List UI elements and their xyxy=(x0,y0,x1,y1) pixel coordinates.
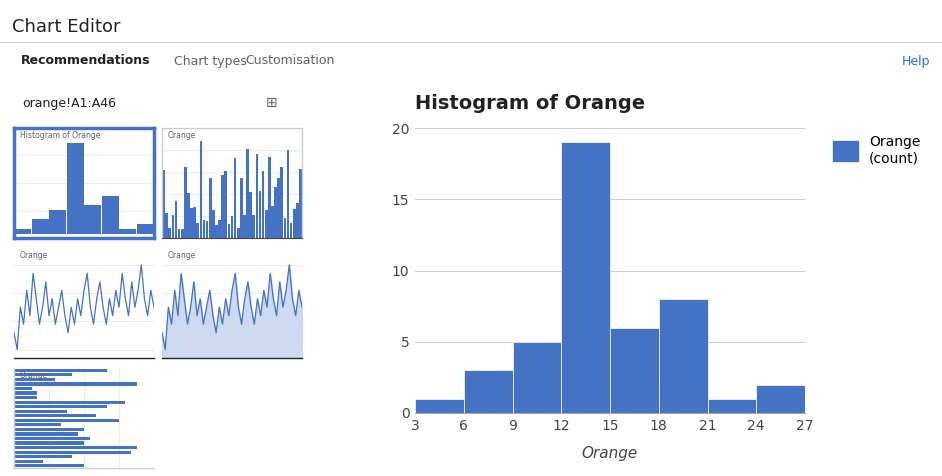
Bar xyxy=(246,149,249,238)
Bar xyxy=(415,399,463,413)
Bar xyxy=(205,221,208,238)
Bar xyxy=(281,167,284,238)
Bar xyxy=(290,223,292,238)
Text: Chart Editor: Chart Editor xyxy=(12,18,121,36)
Bar xyxy=(14,229,31,234)
Bar xyxy=(236,228,239,238)
Bar xyxy=(14,373,73,377)
Text: Customisation: Customisation xyxy=(245,54,334,68)
Bar xyxy=(14,446,137,449)
X-axis label: Orange: Orange xyxy=(582,446,638,461)
Text: Orange: Orange xyxy=(20,371,48,380)
Bar xyxy=(219,219,220,238)
Bar xyxy=(187,193,189,238)
Bar xyxy=(14,450,131,454)
Bar xyxy=(137,224,154,234)
Bar xyxy=(184,168,187,238)
Bar xyxy=(190,208,193,238)
Bar xyxy=(268,157,270,238)
Bar xyxy=(658,299,707,413)
Bar xyxy=(463,370,512,413)
Bar xyxy=(707,399,756,413)
Bar xyxy=(31,219,49,234)
Legend: Orange
(count): Orange (count) xyxy=(827,129,926,170)
Bar xyxy=(561,142,610,413)
Bar xyxy=(228,224,230,238)
Bar xyxy=(274,187,277,238)
Bar xyxy=(14,414,96,417)
Bar xyxy=(221,176,224,238)
Bar xyxy=(215,225,218,238)
Bar xyxy=(14,409,67,413)
Bar xyxy=(296,203,299,238)
Bar xyxy=(300,169,301,238)
Bar xyxy=(284,218,286,238)
Text: Histogram of Orange: Histogram of Orange xyxy=(415,94,645,112)
Text: Histogram of Orange: Histogram of Orange xyxy=(20,131,100,140)
Text: Help: Help xyxy=(901,56,930,69)
Bar xyxy=(231,216,234,238)
Bar xyxy=(240,178,243,238)
Bar xyxy=(14,455,73,458)
Bar xyxy=(197,223,199,238)
Text: Orange: Orange xyxy=(168,251,196,260)
Bar xyxy=(286,150,289,238)
Bar xyxy=(102,196,119,234)
Bar xyxy=(193,207,196,238)
Text: orange!A1:A46: orange!A1:A46 xyxy=(22,97,116,109)
Bar xyxy=(171,215,174,238)
Bar xyxy=(14,382,137,386)
Bar xyxy=(14,391,38,395)
Bar xyxy=(14,460,43,463)
Bar xyxy=(49,210,66,234)
Text: ⊞: ⊞ xyxy=(267,96,278,110)
Bar xyxy=(610,327,658,413)
Bar xyxy=(277,178,280,238)
Bar xyxy=(512,342,561,413)
Bar xyxy=(203,220,205,238)
Bar xyxy=(209,178,212,238)
Bar xyxy=(178,229,181,238)
Bar xyxy=(14,405,107,408)
Bar xyxy=(14,432,78,436)
Text: Orange: Orange xyxy=(20,251,48,260)
Bar xyxy=(243,215,246,238)
Bar xyxy=(169,228,171,238)
Text: Recommendations: Recommendations xyxy=(22,54,151,68)
Bar xyxy=(14,441,84,445)
Bar xyxy=(234,158,236,238)
Bar xyxy=(252,215,255,238)
Bar xyxy=(293,209,296,238)
Bar xyxy=(84,205,101,234)
Text: Orange: Orange xyxy=(168,131,196,140)
Bar xyxy=(200,141,203,238)
Bar xyxy=(265,210,268,238)
Bar xyxy=(255,154,258,238)
Bar xyxy=(14,369,107,372)
Bar xyxy=(212,210,215,238)
Bar xyxy=(262,171,265,238)
Bar xyxy=(14,387,31,390)
Bar xyxy=(174,201,177,238)
Bar xyxy=(271,206,274,238)
Bar xyxy=(250,192,252,238)
Bar xyxy=(162,169,165,238)
Bar xyxy=(259,191,261,238)
Bar xyxy=(119,229,137,234)
Text: Chart types: Chart types xyxy=(173,54,247,68)
Bar xyxy=(14,378,55,381)
Bar xyxy=(14,437,89,440)
Bar xyxy=(14,428,84,431)
Bar xyxy=(756,385,805,413)
Bar xyxy=(166,213,168,238)
Bar xyxy=(224,171,227,238)
Bar xyxy=(14,400,125,404)
Bar xyxy=(14,464,84,467)
Bar xyxy=(14,423,60,426)
Bar xyxy=(14,396,38,399)
Bar xyxy=(67,143,84,234)
Bar xyxy=(181,229,184,238)
Bar xyxy=(14,419,119,422)
